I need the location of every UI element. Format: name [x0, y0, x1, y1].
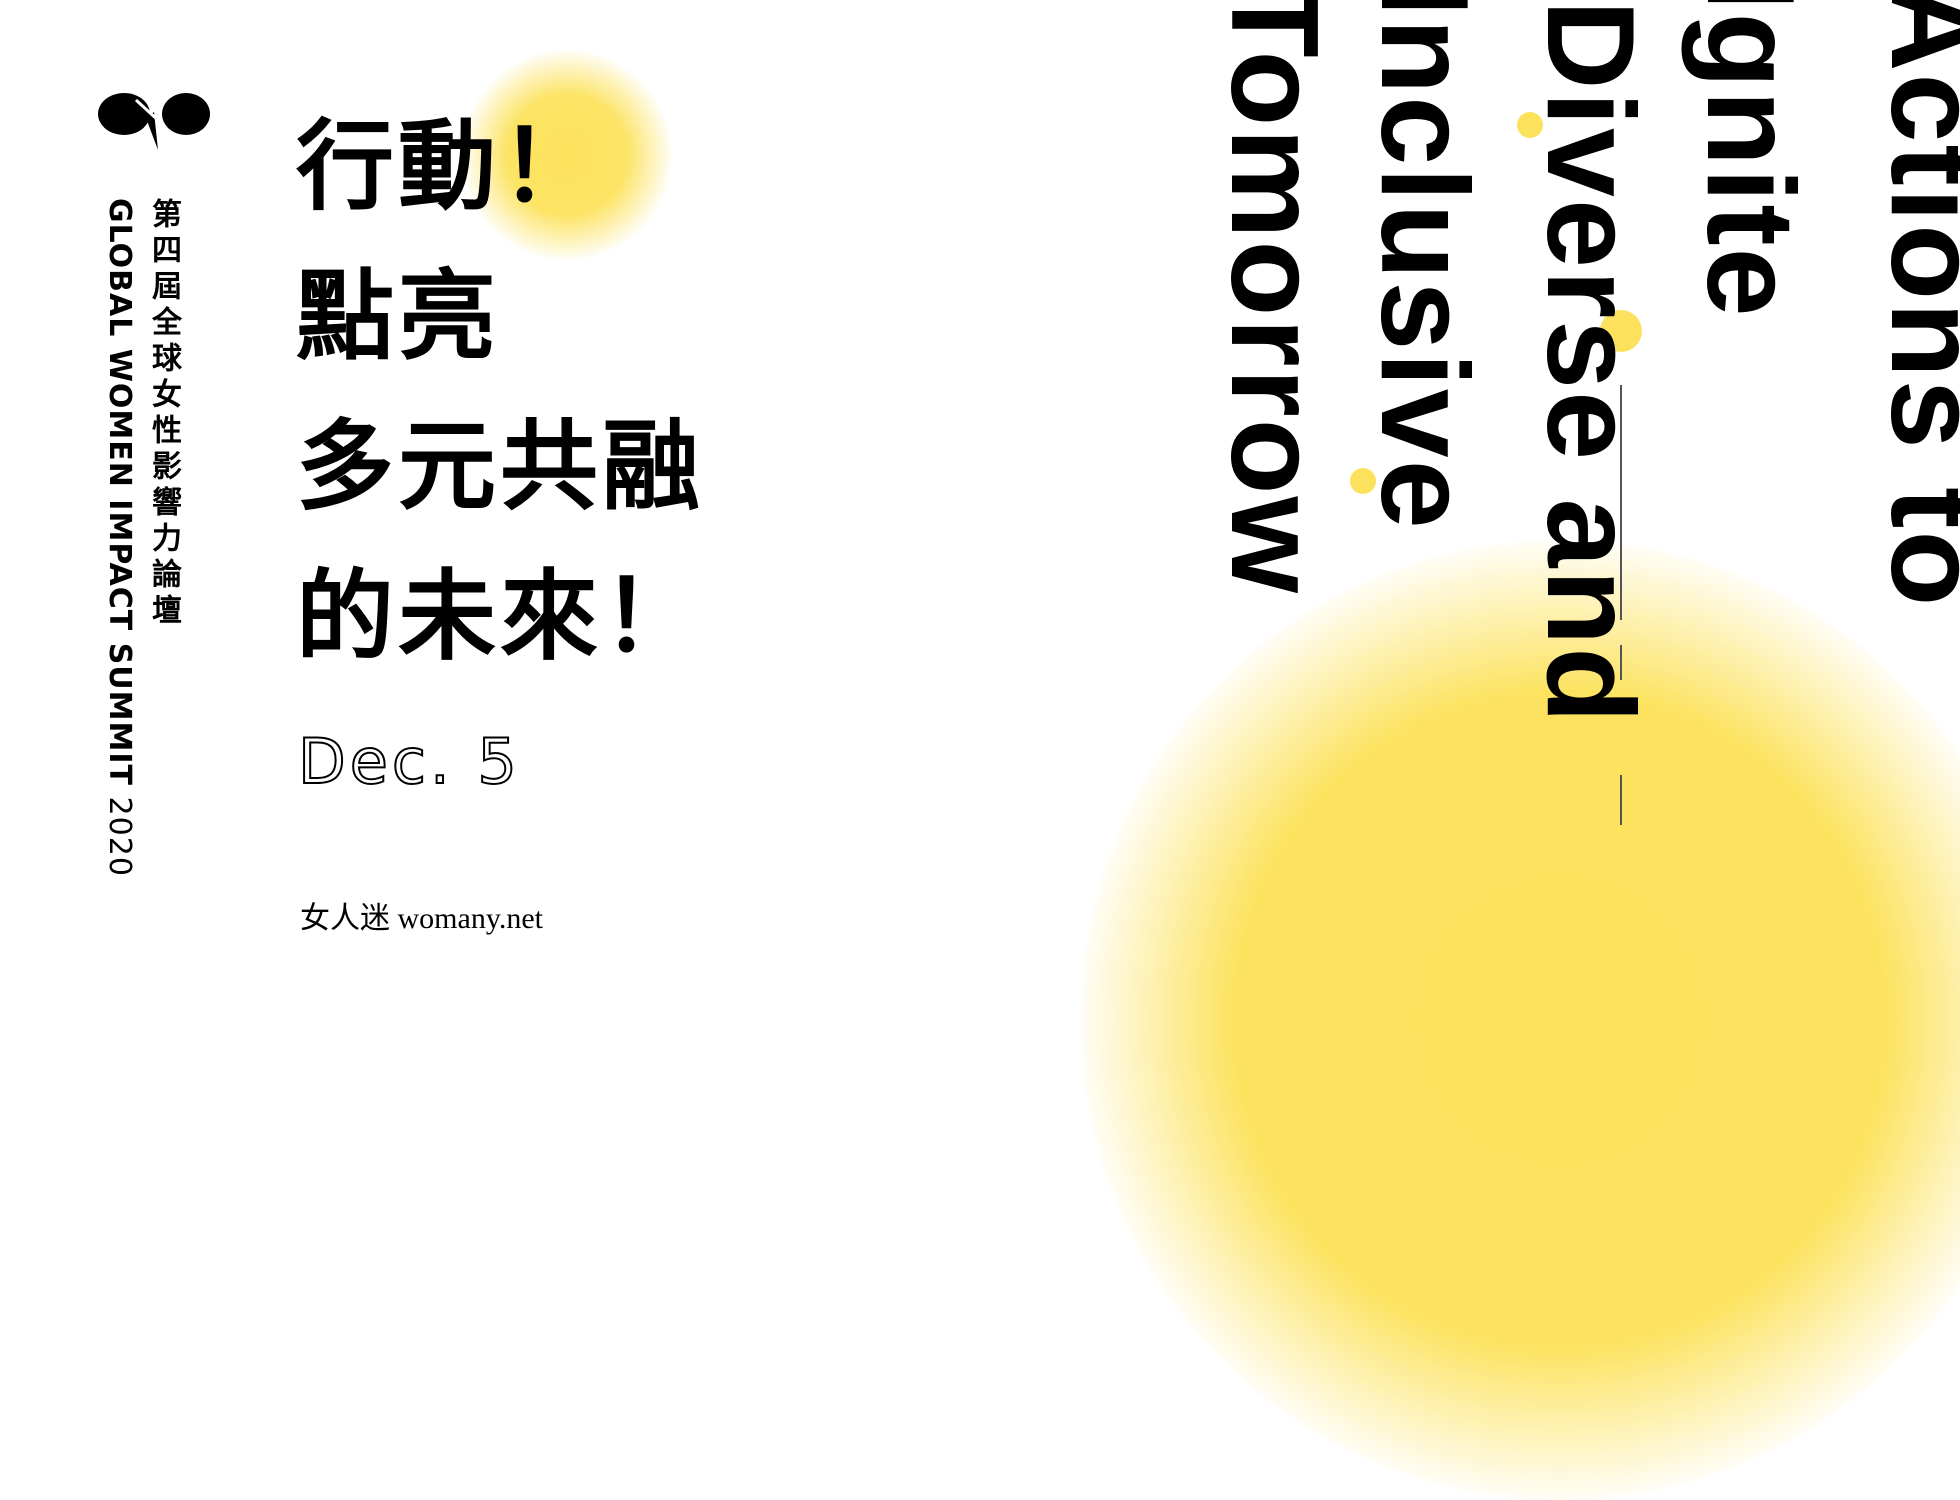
event-title-en: GLOBAL WOMEN IMPACT SUMMIT 2020	[102, 198, 137, 877]
slogan-line-3: Diverse and	[1521, 0, 1659, 726]
infinity-leaf-logo-icon	[98, 93, 210, 150]
divider-line	[1620, 775, 1622, 825]
divider-line	[1620, 385, 1622, 620]
accent-dot	[1600, 310, 1642, 352]
headline: 行動！ 點亮 多元共融 的未來！	[296, 92, 704, 692]
event-title-en-bold: GLOBAL WOMEN IMPACT SUMMIT	[102, 198, 137, 787]
headline-line-4: 的未來！	[296, 560, 705, 674]
event-title-en-year: 2020	[102, 786, 137, 877]
accent-dot	[1517, 112, 1543, 138]
yellow-glow-large	[1080, 540, 1960, 1500]
slogan-line-5: Tomorrow	[1205, 0, 1343, 595]
divider-line	[1620, 645, 1622, 680]
accent-dot	[1350, 468, 1376, 494]
slogan-line-2: Ignite	[1681, 0, 1819, 319]
event-date: Dec. 5	[297, 724, 521, 799]
yellow-glow-small	[462, 50, 672, 260]
event-title-zh: 第四屆全球女性影響力論壇	[146, 198, 181, 630]
slogan-line-1: Actions to	[1865, 0, 1960, 609]
headline-line-1: 行動！	[296, 110, 603, 224]
headline-line-2: 點亮	[296, 260, 501, 374]
slogan-line-4: Inclusive	[1355, 0, 1493, 531]
brand-name: 女人迷 womany.net	[300, 902, 544, 935]
headline-line-3: 多元共融	[296, 410, 705, 524]
